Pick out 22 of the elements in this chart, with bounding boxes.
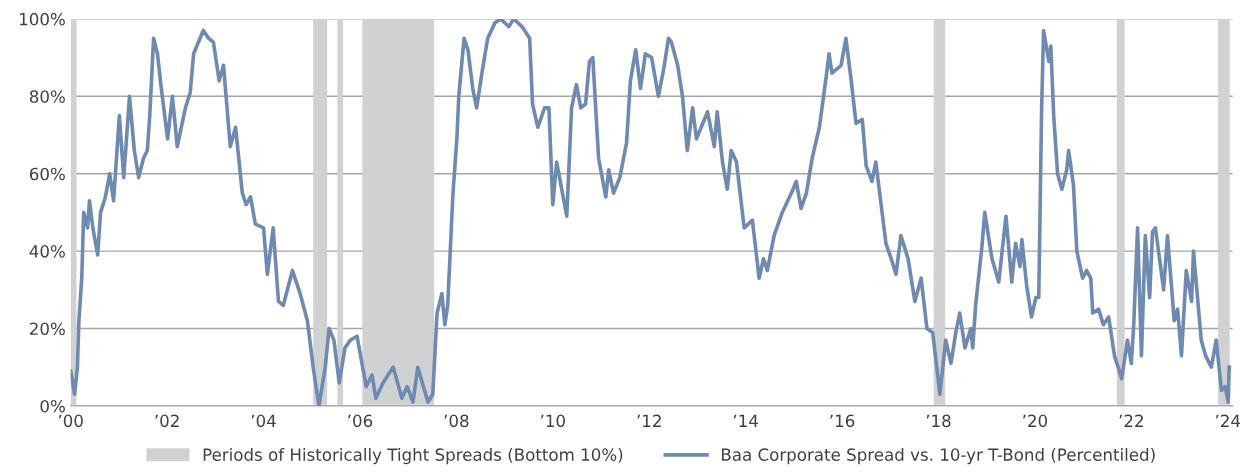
y-tick-label: 100% bbox=[20, 12, 65, 26]
y-tick-label: 80% bbox=[29, 90, 65, 103]
x-tick-label: ’06 bbox=[348, 414, 373, 428]
y-tick-label: 40% bbox=[29, 245, 65, 258]
x-tick-label: ’10 bbox=[540, 414, 565, 428]
x-tick-label: ’14 bbox=[733, 414, 758, 427]
x-tick-label: ’04 bbox=[251, 414, 276, 428]
y-tick-label: 20% bbox=[30, 322, 65, 336]
x-tick-label: ’20 bbox=[1023, 414, 1048, 428]
x-tick-label: ’12 bbox=[637, 414, 661, 427]
x-tick-label: ’00 bbox=[58, 414, 83, 428]
y-tick-label: 0% bbox=[40, 399, 65, 413]
x-tick-label: ’24 bbox=[1215, 414, 1240, 427]
legend-label: Periods of Historically Tight Spreads (Bottom 10%) bbox=[203, 448, 623, 465]
x-tick-label: ’02 bbox=[155, 414, 179, 428]
x-tick-label: ’18 bbox=[926, 414, 951, 428]
x-tick-label: ’22 bbox=[1119, 414, 1143, 427]
legend-label: Baa Corporate Spread vs. 10-yr T-Bond (Percentiled) bbox=[721, 448, 1155, 465]
line-series bbox=[70, 18, 1231, 406]
x-tick-label: ’16 bbox=[830, 414, 855, 428]
x-tick-label: ’08 bbox=[444, 414, 469, 428]
y-tick-label: 60% bbox=[29, 167, 65, 181]
